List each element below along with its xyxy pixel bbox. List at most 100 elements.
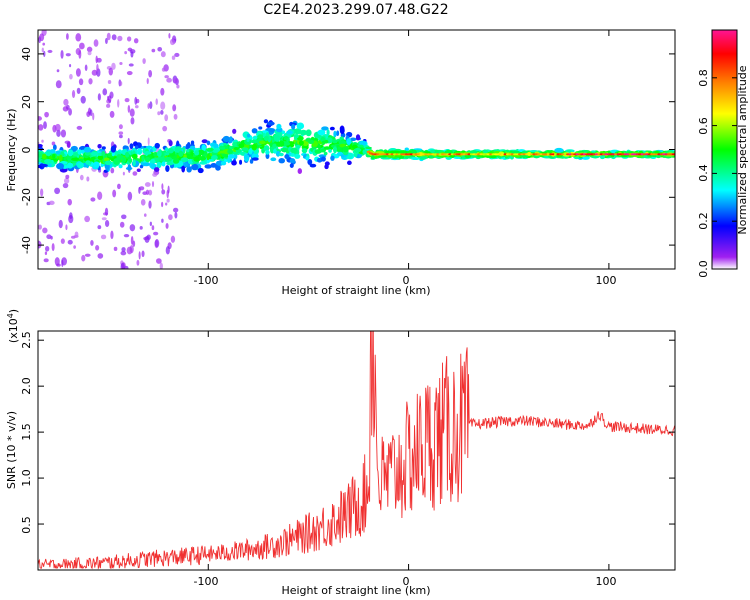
snr-y-scale-exponent: 4	[6, 313, 15, 318]
spectrogram-cell	[127, 191, 133, 201]
snr-frame	[37, 330, 676, 571]
spectrogram-cell	[591, 150, 596, 153]
snr-ytick-label-5: 2.5	[20, 331, 33, 349]
spectrogram-cell	[173, 78, 179, 84]
spectrogram-cell	[180, 157, 189, 163]
spectrogram-cell	[333, 130, 337, 138]
spectrogram-cell	[206, 147, 214, 152]
spectrogram-cell	[106, 103, 111, 108]
spectrogram-cell	[146, 78, 149, 85]
spectrogram-cell	[336, 130, 340, 137]
spectrogram-cell	[65, 53, 71, 57]
spectrogram-cell	[142, 162, 151, 167]
spectrogram-cell	[49, 149, 56, 154]
spectrogram-cell	[161, 189, 166, 195]
spectrogram-cell	[41, 153, 47, 159]
spectrogram-cell	[151, 48, 156, 53]
spectrogram-cell	[38, 124, 44, 131]
spectrogram-cell	[54, 123, 61, 132]
spectrogram-cell	[138, 251, 141, 260]
spectrogram-cell	[164, 156, 173, 162]
spectrogram-cell	[55, 80, 62, 89]
snr-plot-area	[38, 331, 675, 570]
spectrogram-cell	[121, 214, 127, 220]
spectrogram-cell	[166, 77, 172, 83]
spectrogram-cell	[107, 80, 112, 85]
spectrogram-cell	[108, 67, 114, 76]
spectrogram-cell	[84, 253, 91, 257]
spectrogram-cell	[251, 157, 259, 161]
colorbar-ticks	[712, 77, 737, 270]
spectrogram-cell	[258, 126, 263, 130]
spectrogram-cell	[342, 146, 349, 153]
spectrogram-cell	[95, 244, 100, 251]
spectrogram-cell	[272, 143, 277, 149]
spectrogram-cell	[270, 157, 277, 162]
spectrogram-cell	[91, 69, 98, 76]
snr-ytick-label-1: 0.5	[20, 516, 33, 534]
spectrogram-cell	[159, 262, 163, 269]
spectrogram-cell	[128, 157, 133, 164]
spectrogram-cell	[347, 160, 352, 165]
spectrogram-cell	[176, 84, 180, 89]
spectrogram-cell	[198, 155, 207, 161]
spectrogram-cell	[273, 135, 281, 142]
spectrogram-cell	[295, 144, 301, 149]
spectrogram-cell	[41, 47, 44, 53]
spectrogram-cell	[566, 149, 571, 154]
spectrogram-cell	[168, 140, 173, 147]
spectrogram-cell	[112, 189, 117, 198]
snr-ytick-label-2: 1.0	[20, 469, 33, 487]
spectrogram-cell	[122, 171, 125, 176]
spectrogram-cell	[103, 157, 110, 162]
spectrogram-cell	[174, 211, 178, 219]
spectrogram-xtick-label-2: 0	[403, 274, 410, 287]
spectrogram-cell	[276, 123, 282, 130]
spectrogram-cell	[43, 121, 47, 130]
snr-y-scale-prefix: (x10	[7, 318, 20, 343]
spectrogram-cell	[65, 174, 70, 179]
spectrogram-cell	[138, 186, 141, 194]
spectrogram-cell	[160, 110, 164, 115]
spectrogram-cell	[201, 139, 208, 144]
spectrogram-cell	[141, 250, 145, 258]
spectrogram-cell	[290, 153, 295, 157]
spectrogram-cell	[127, 164, 132, 171]
snr-xtick-label-2: 0	[403, 575, 410, 588]
spectrogram-cell	[93, 161, 100, 168]
spectrogram-cell	[294, 153, 301, 159]
spectrogram-cell	[469, 150, 478, 154]
spectrogram-cell	[162, 125, 168, 132]
colorbar-tick-label-5: 0.8	[697, 69, 710, 87]
spectrogram-cell	[331, 139, 338, 144]
spectrogram-cell	[102, 88, 108, 96]
spectrogram-cell	[309, 163, 317, 168]
spectrogram-cell	[130, 51, 134, 58]
spectrogram-cell	[280, 147, 288, 153]
spectrogram-cell	[350, 137, 357, 142]
spectrogram-cell	[241, 147, 249, 152]
spectrogram-cell	[232, 142, 238, 147]
spectrogram-cell	[220, 161, 227, 166]
spectrogram-cell	[75, 48, 81, 56]
spectrogram-cell	[132, 171, 138, 176]
spectrogram-cell	[60, 238, 65, 244]
spectrogram-cell	[139, 164, 144, 169]
spectrogram-cell	[48, 200, 55, 206]
spectrogram-cell	[358, 154, 362, 158]
colorbar-tick-label-3: 0.4	[697, 164, 710, 182]
spectrogram-cell	[404, 155, 410, 159]
spectrogram-cell	[80, 95, 86, 104]
spectrogram-cell	[301, 148, 308, 154]
spectrogram-cell	[352, 144, 358, 149]
spectrogram-cell	[119, 61, 123, 66]
spectrogram-cell	[67, 198, 72, 206]
spectrogram-cell	[40, 163, 48, 168]
spectrogram-cell	[111, 34, 117, 41]
spectrogram-cell	[96, 57, 102, 63]
spectrogram-cell	[117, 35, 123, 42]
spectrogram-cell	[154, 167, 160, 173]
spectrogram-cell	[51, 243, 55, 252]
spectrogram-cell	[76, 87, 81, 94]
spectrogram-ytick-label-4: 20	[20, 95, 33, 109]
